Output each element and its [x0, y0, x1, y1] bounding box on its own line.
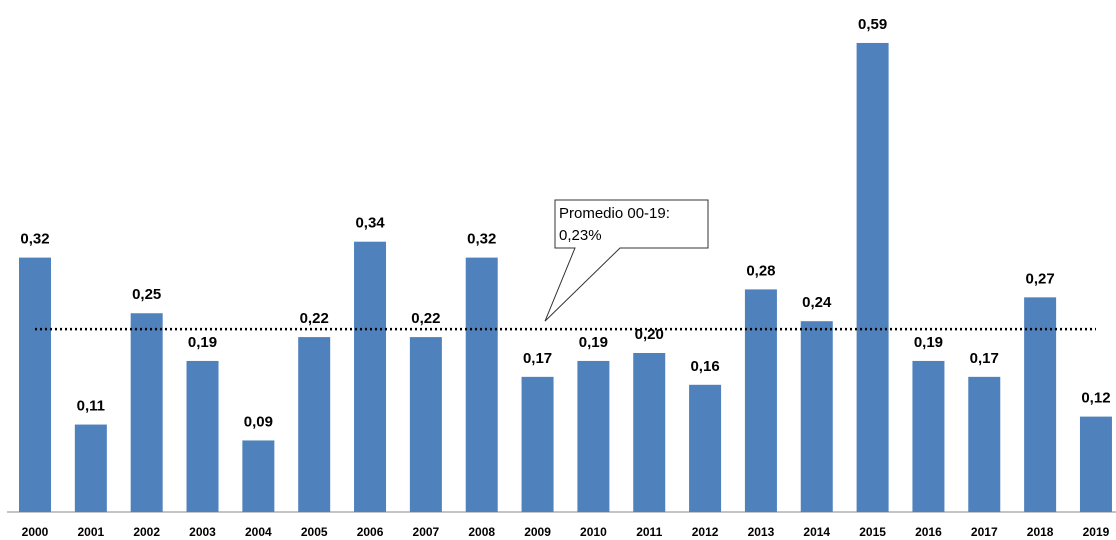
- x-tick-label: 2001: [77, 525, 104, 539]
- x-tick-label: 2004: [245, 525, 272, 539]
- x-tick-label: 2019: [1083, 525, 1110, 539]
- x-tick-label: 2009: [524, 525, 551, 539]
- bar: [354, 241, 387, 512]
- data-label: 0,24: [802, 294, 832, 311]
- x-tick-label: 2002: [133, 525, 160, 539]
- data-label: 0,17: [523, 350, 552, 367]
- x-tick-label: 2005: [301, 525, 328, 539]
- bar: [800, 321, 833, 512]
- x-tick-label: 2013: [748, 525, 775, 539]
- callout: [544, 199, 709, 322]
- data-label: 0,12: [1081, 390, 1110, 407]
- bar: [409, 337, 442, 512]
- bar: [19, 257, 51, 512]
- bar: [744, 289, 777, 512]
- x-tick-label: 2003: [189, 525, 216, 539]
- bar: [1024, 297, 1057, 512]
- bar: [689, 384, 722, 512]
- data-label: 0,19: [579, 334, 608, 351]
- x-tick-label: 2018: [1027, 525, 1054, 539]
- data-label: 0,34: [355, 215, 385, 232]
- annotation: Promedio 00-19:: [559, 205, 670, 222]
- x-tick-label: 2007: [413, 525, 440, 539]
- bar: [968, 376, 1001, 512]
- data-label: 0,19: [914, 334, 943, 351]
- x-tick-label: 2006: [357, 525, 384, 539]
- annotation: 0,23%: [559, 227, 602, 244]
- data-label: 0,17: [970, 350, 999, 367]
- x-tick-label: 2000: [22, 525, 49, 539]
- bar: [130, 313, 163, 512]
- data-label: 0,19: [188, 334, 217, 351]
- bar: [465, 257, 498, 512]
- x-tick-label: 2012: [692, 525, 719, 539]
- data-label: 0,59: [858, 16, 887, 33]
- data-label: 0,27: [1026, 270, 1055, 287]
- bar: [856, 42, 889, 512]
- data-label: 0,32: [20, 231, 49, 248]
- bar: [912, 360, 945, 512]
- x-tick-label: 2011: [636, 525, 662, 539]
- bar: [298, 337, 331, 512]
- data-label: 0,22: [411, 310, 440, 327]
- x-tick-label: 2016: [915, 525, 942, 539]
- bar: [74, 424, 107, 512]
- data-label: 0,20: [635, 326, 664, 343]
- data-label: 0,22: [300, 310, 329, 327]
- data-label: 0,28: [746, 262, 775, 279]
- data-label: 0,09: [244, 413, 273, 430]
- x-tick-label: 2010: [580, 525, 607, 539]
- bar: [242, 440, 275, 512]
- data-label: 0,11: [77, 398, 105, 415]
- data-label: 0,32: [467, 231, 496, 248]
- bar: [1079, 416, 1112, 512]
- data-label: 0,16: [690, 358, 719, 375]
- bar: [633, 353, 666, 512]
- bar: [521, 376, 554, 512]
- bar: [186, 360, 219, 512]
- x-tick-label: 2008: [468, 525, 495, 539]
- bar: [577, 360, 610, 512]
- data-label: 0,25: [132, 286, 161, 303]
- x-tick-label: 2017: [971, 525, 998, 539]
- x-tick-label: 2015: [859, 525, 886, 539]
- x-tick-label: 2014: [803, 525, 830, 539]
